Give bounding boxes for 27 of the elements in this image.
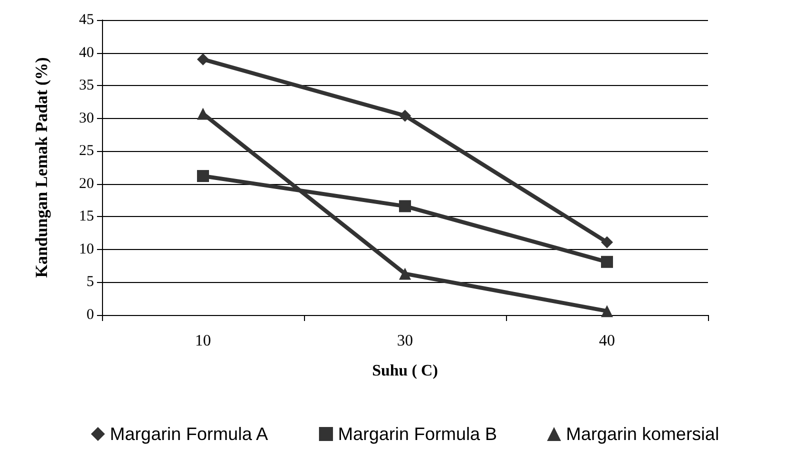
point <box>601 236 613 248</box>
y-tick-label: 35 <box>79 78 94 94</box>
legend-label: Margarin Formula B <box>338 424 498 444</box>
y-tick-label: 25 <box>79 143 94 160</box>
point <box>399 268 411 280</box>
legend-label: Margarin komersial <box>566 424 720 444</box>
y-tick-label: 5 <box>86 274 94 290</box>
point <box>601 256 613 268</box>
x-tick-label: 30 <box>397 332 413 350</box>
y-axis-title: Kandungan Lemak Padat (%) <box>32 57 51 278</box>
x-axis-title: Suhu ( C) <box>372 362 438 380</box>
y-tick-label: 10 <box>79 241 94 258</box>
point <box>399 110 411 122</box>
x-tick-label: 40 <box>599 332 615 350</box>
point <box>197 53 209 66</box>
x-tick-label: 10 <box>195 332 211 350</box>
y-tick-label: 40 <box>79 44 94 61</box>
y-tick-label: 45 <box>79 12 94 28</box>
y-tick-label: 30 <box>79 110 94 126</box>
point <box>399 200 411 212</box>
point <box>197 170 209 182</box>
point <box>601 305 613 318</box>
point <box>197 108 209 120</box>
y-tick-label: 15 <box>79 208 94 225</box>
y-tick-label: 20 <box>79 176 94 192</box>
legend-label: Margarin Formula A <box>110 424 268 444</box>
y-tick-label: 0 <box>86 307 94 323</box>
